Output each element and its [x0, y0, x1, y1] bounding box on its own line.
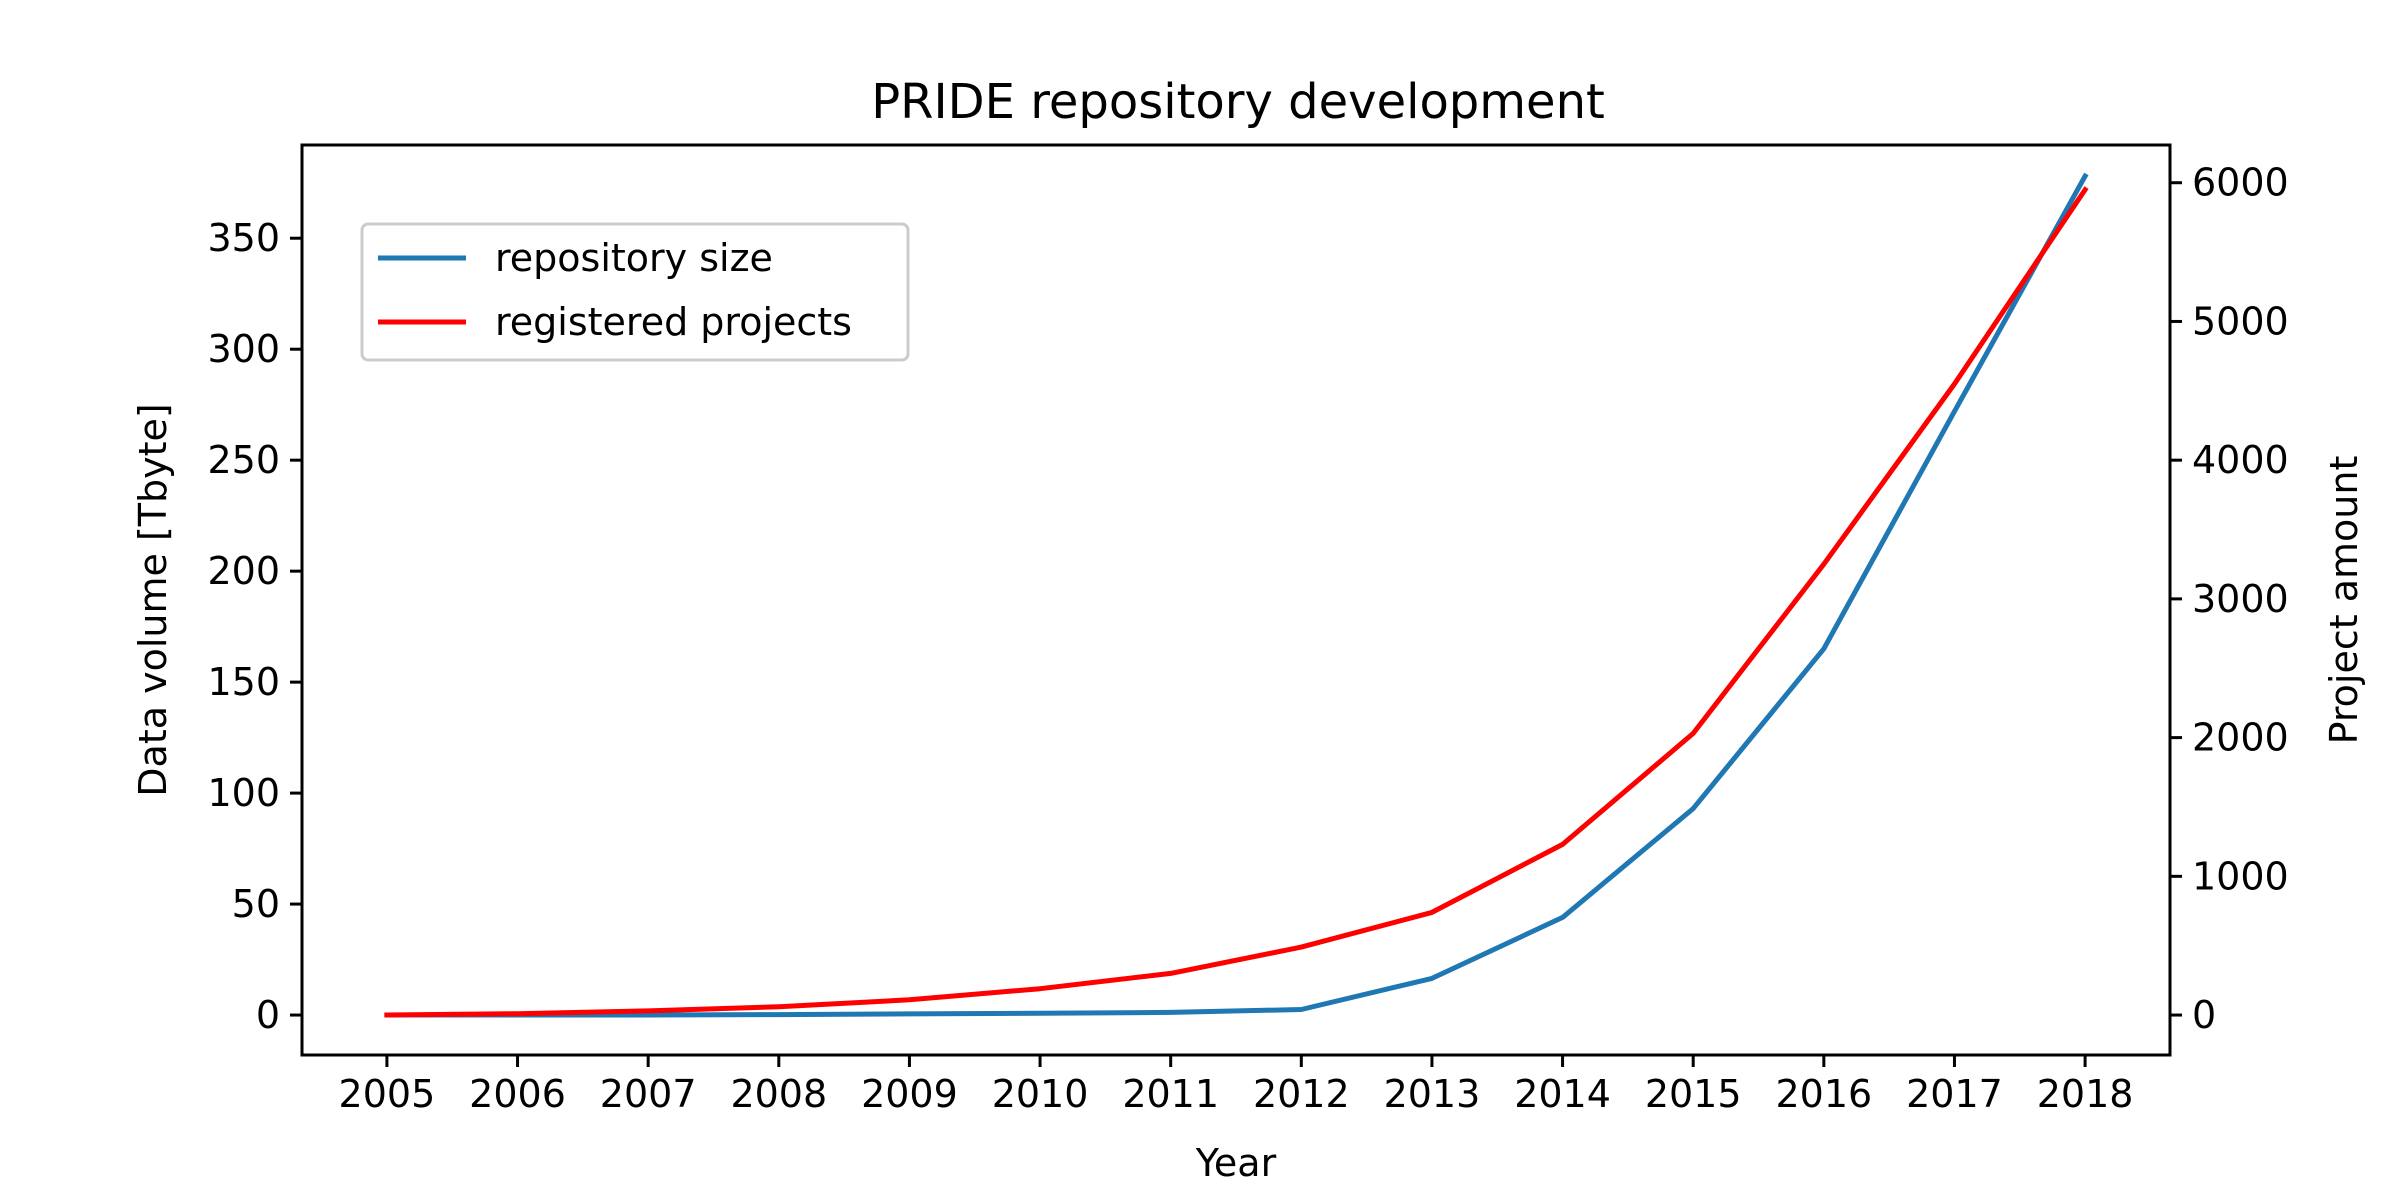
x-tick-label-2010: 2010: [992, 1072, 1089, 1116]
y2-tick-label-4000: 4000: [2192, 438, 2289, 482]
x-tick-label-2007: 2007: [600, 1072, 697, 1116]
x-tick-label-2008: 2008: [730, 1072, 827, 1116]
x-tick-label-2016: 2016: [1775, 1072, 1872, 1116]
y-tick-label-100: 100: [207, 771, 280, 815]
y2-tick-label-5000: 5000: [2192, 299, 2289, 343]
y-axis-label: Data volume [Tbyte]: [131, 403, 175, 796]
legend-box: [360, 222, 910, 362]
series-line-registered-projects: [384, 186, 2089, 1018]
y2-tick-label-6000: 6000: [2192, 161, 2289, 205]
y-tick-label-350: 350: [207, 216, 280, 260]
y2-tick-label-3000: 3000: [2192, 577, 2289, 621]
x-axis-label: Year: [1195, 1141, 1277, 1185]
x-tick-label-2005: 2005: [339, 1072, 436, 1116]
y2-axis-label: Project amount: [2322, 456, 2366, 745]
x-tick-label-2009: 2009: [861, 1072, 958, 1116]
legend-label-repository-size: repository size: [495, 236, 773, 280]
x-tick-label-2015: 2015: [1645, 1072, 1742, 1116]
y-axis-left: 0 50 100 150 200 250 300 350: [207, 216, 302, 1037]
y2-tick-label-1000: 1000: [2192, 854, 2289, 898]
y-axis-right: 0 1000 2000 3000 4000 5000 6000: [2170, 161, 2289, 1037]
x-tick-label-2013: 2013: [1384, 1072, 1481, 1116]
x-tick-label-2017: 2017: [1906, 1072, 2003, 1116]
x-tick-label-2014: 2014: [1514, 1072, 1611, 1116]
y-tick-label-300: 300: [207, 327, 280, 371]
y-tick-label-200: 200: [207, 549, 280, 593]
x-tick-label-2011: 2011: [1122, 1072, 1219, 1116]
y2-tick-label-2000: 2000: [2192, 716, 2289, 760]
legend: repository size registered projects: [360, 222, 910, 362]
x-axis: 2005 2006 2007 2008 2009 2010 2011 2012 2013 2014…: [339, 1055, 2134, 1116]
x-tick-label-2018: 2018: [2037, 1072, 2134, 1116]
y2-tick-label-0: 0: [2192, 993, 2216, 1037]
y-tick-label-250: 250: [207, 438, 280, 482]
chart-title: PRIDE repository development: [871, 74, 1605, 130]
series-line-repository-size: [384, 172, 2089, 1018]
legend-label-registered-projects: registered projects: [495, 300, 852, 344]
series-layer: [384, 172, 2089, 1018]
x-tick-label-2006: 2006: [469, 1072, 566, 1116]
y-tick-label-0: 0: [256, 993, 280, 1037]
y-tick-label-150: 150: [207, 660, 280, 704]
x-tick-label-2012: 2012: [1253, 1072, 1350, 1116]
y-tick-label-50: 50: [232, 882, 280, 926]
